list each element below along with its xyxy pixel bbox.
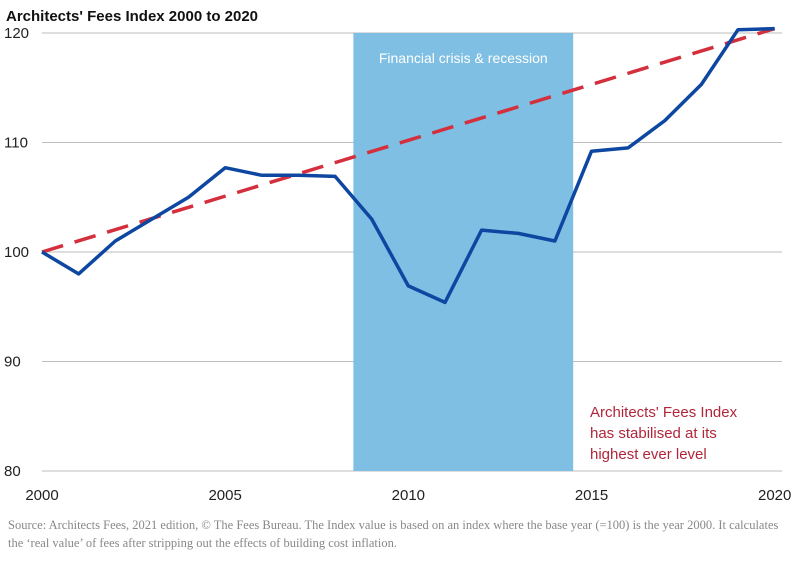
y-tick-label: 90 [4, 353, 21, 370]
x-tick-label: 2000 [25, 487, 58, 504]
chart-title: Architects' Fees Index 2000 to 2020 [6, 8, 258, 25]
y-tick-label: 80 [4, 463, 21, 480]
series-lines [41, 26, 776, 305]
x-tick-label: 2010 [392, 487, 425, 504]
annotation-line: highest ever level [590, 446, 707, 463]
x-tick-label: 2015 [575, 487, 608, 504]
y-axis-ticks: 80 90 100 110 120 [4, 25, 29, 480]
annotation-line: has stabilised at its [590, 425, 717, 442]
fees-index-line [41, 26, 775, 305]
trend-line [41, 26, 776, 254]
annotation-line: Architects' Fees Index [590, 404, 738, 421]
recession-band-label: Financial crisis & recession [379, 50, 548, 66]
source-note: Source: Architects Fees, 2021 edition, ©… [8, 518, 779, 550]
x-tick-label: 2020 [758, 487, 791, 504]
x-axis-ticks: 2000 2005 2010 2015 2020 [25, 487, 791, 504]
y-tick-label: 120 [4, 25, 29, 42]
y-tick-label: 100 [4, 244, 29, 261]
y-tick-label: 110 [4, 134, 28, 151]
annotation: Architects' Fees Index has stabilised at … [590, 404, 738, 463]
x-tick-label: 2005 [208, 487, 241, 504]
